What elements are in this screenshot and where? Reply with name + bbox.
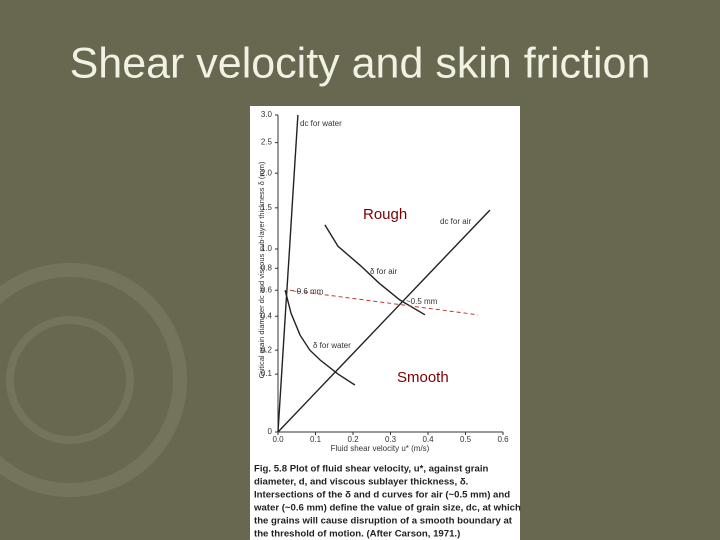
caption-line: the grains will cause disruption of a sm… — [254, 516, 513, 527]
x-tick-label: 0.4 — [422, 435, 434, 444]
y-tick-label: 0.6 — [261, 285, 273, 294]
y-tick-label: 0.1 — [261, 369, 273, 378]
slide-title: Shear velocity and skin friction — [70, 39, 651, 87]
caption-line: Fig. 5.8 Plot of fluid shear velocity, u… — [254, 464, 489, 475]
caption-line: water (~0.6 mm) define the value of grai… — [253, 503, 521, 514]
annotation: Smooth — [397, 369, 449, 386]
x-tick-label: 0.5 — [460, 435, 472, 444]
y-tick-label: 0.2 — [261, 345, 273, 354]
y-tick-label: 2.0 — [261, 168, 273, 177]
caption-line: Intersections of the δ and d curves for … — [254, 490, 510, 501]
curve-label: δ for water — [313, 341, 351, 350]
annotation: Rough — [363, 206, 407, 223]
x-tick-label: 0.2 — [347, 435, 359, 444]
annotation: ~0.6 mm — [292, 287, 324, 296]
y-tick-label: 2.5 — [261, 138, 273, 147]
curve — [284, 290, 356, 386]
curve — [324, 224, 426, 316]
y-tick-label: 1.0 — [261, 244, 273, 253]
background-ornament — [0, 263, 187, 497]
x-tick-label: 0.0 — [272, 435, 284, 444]
dashed-line — [289, 289, 478, 316]
x-tick-label: 0.1 — [310, 435, 322, 444]
curve-label: δ for air — [370, 267, 397, 276]
x-tick-label: 0.6 — [497, 435, 509, 444]
background-ornament — [6, 316, 134, 444]
annotation: ~0.5 mm — [406, 297, 438, 306]
curve — [277, 209, 491, 433]
caption-line: diameter, d, and viscous sublayer thickn… — [254, 477, 468, 488]
figure-panel — [250, 106, 520, 540]
curve-label: dc for water — [300, 119, 342, 128]
y-tick-label: 0.4 — [261, 311, 273, 320]
caption-line: the threshold of motion. (After Carson, … — [254, 529, 460, 540]
y-tick-label: 0 — [268, 427, 273, 436]
x-tick-label: 0.3 — [385, 435, 397, 444]
y-tick-label: 1.5 — [261, 203, 273, 212]
y-tick-label: 3.0 — [261, 110, 273, 119]
curve — [277, 114, 299, 433]
x-axis-title: Fluid shear velocity u* (m/s) — [331, 444, 430, 453]
y-axis-title: Critical grain diameter dc and viscous s… — [257, 161, 266, 378]
y-tick-label: 0.8 — [261, 263, 273, 272]
curve-label: dc for air — [440, 217, 471, 226]
